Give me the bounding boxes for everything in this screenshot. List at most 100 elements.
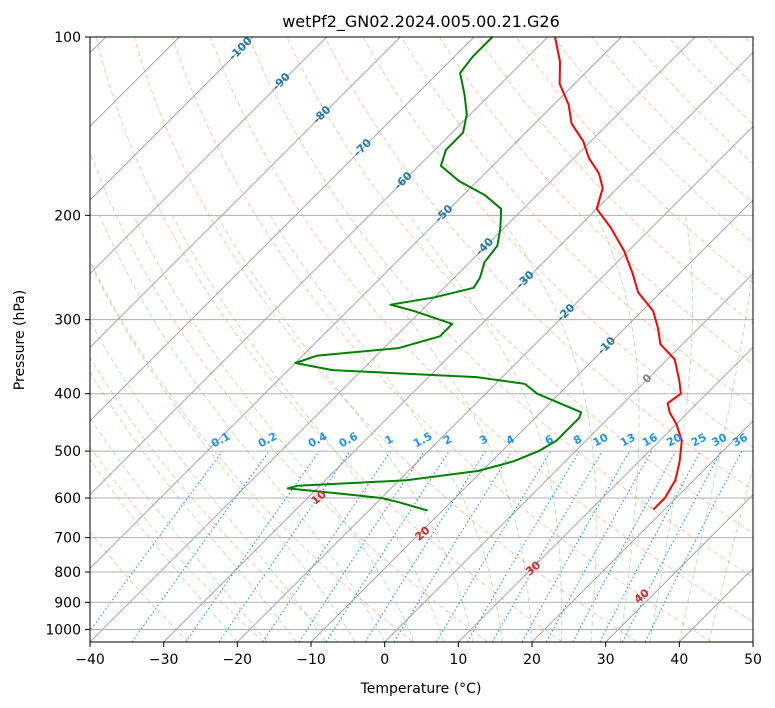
y-tick-label: 600: [54, 491, 81, 507]
mixing-ratio-line: [545, 450, 653, 642]
mixing-ratio-line: [218, 450, 351, 642]
isotherm-label: -30: [514, 268, 537, 291]
moist-adiabat: [708, 465, 753, 642]
moist-adiabat: [90, 458, 238, 642]
mixing-ratio-label: 20: [664, 431, 684, 450]
isotherm: [531, 420, 753, 642]
x-tick-label: 40: [670, 652, 688, 668]
y-axis-ticks: 100 200 300 400 500 600 700 800 900 1000: [45, 30, 90, 638]
isotherm: [752, 641, 753, 642]
dry-adiabat: [400, 37, 753, 407]
isotherm-label: -70: [351, 136, 374, 159]
moist-adiabat: [90, 320, 327, 642]
mixing-ratio-line: [393, 450, 513, 642]
isotherm-label: -40: [473, 235, 496, 258]
mixing-ratio-line: [325, 450, 450, 642]
background-lines: [90, 37, 753, 642]
isotherm: [310, 199, 753, 642]
isotherm: [90, 37, 475, 422]
mixing-ratio-line: [599, 450, 701, 642]
x-tick-label: −40: [75, 652, 105, 668]
isotherm-label: -80: [310, 103, 333, 126]
mixing-ratio-line: [131, 450, 270, 642]
dry-adiabat: [706, 37, 753, 86]
isotherm: [237, 125, 753, 642]
isotherm-label: 0: [640, 371, 655, 386]
isotherm: [458, 346, 753, 642]
isotherm-label: -10: [595, 334, 618, 357]
mixing-ratio-label: 1: [383, 432, 396, 447]
mixing-ratio-label: 1.5: [411, 430, 434, 451]
isotherm: [90, 37, 548, 496]
dry-adiabat: [90, 356, 339, 642]
moist-adiabat: [678, 264, 753, 642]
dry-adiabat: [133, 37, 638, 642]
isotherm: [90, 37, 401, 348]
dry-adiabat: [95, 37, 563, 642]
isotherm: [163, 52, 753, 642]
profile-series: [286, 37, 683, 512]
moist-adiabat: [90, 261, 356, 642]
x-tick-label: −10: [296, 652, 326, 668]
mixing-ratio-line: [644, 450, 743, 642]
x-tick-label: 50: [744, 652, 762, 668]
y-tick-label: 100: [54, 30, 81, 46]
y-tick-label: 700: [54, 531, 81, 547]
mixing-ratio-label: 2: [441, 432, 454, 447]
dry-adiabat-label: 20: [412, 523, 432, 543]
moist-adiabat: [332, 215, 533, 642]
dry-adiabat: [90, 259, 414, 642]
dry-adiabat: [744, 37, 753, 47]
isotherm-label: -60: [392, 169, 415, 192]
moist-adiabat: [498, 215, 597, 642]
y-axis-label: Pressure (hPa): [12, 290, 28, 390]
mixing-ratio-label: 10: [591, 431, 611, 450]
y-tick-label: 800: [54, 565, 81, 581]
dry-adiabat: [90, 531, 190, 642]
y-tick-label: 200: [54, 208, 81, 224]
isotherm: [90, 37, 622, 569]
isotherm: [90, 37, 254, 201]
moist-adiabat: [90, 370, 297, 642]
isotherm: [679, 567, 753, 642]
moist-adiabat: [90, 416, 268, 642]
dry-adiabat: [171, 37, 712, 642]
plot-frame: [89, 36, 754, 643]
y-tick-label: 500: [54, 444, 81, 460]
mixing-ratio-label: 6: [543, 432, 556, 447]
mixing-ratio-label: 0.6: [337, 430, 361, 451]
moist-adiabat: [269, 215, 503, 642]
x-tick-label: 0: [380, 652, 389, 668]
moist-adiabat: [649, 215, 694, 642]
dry-adiabat: [515, 37, 753, 284]
dry-adiabat: [248, 37, 753, 578]
y-tick-label: 900: [54, 595, 81, 611]
dry-adiabat: [324, 37, 753, 491]
moist-adiabat: [408, 215, 563, 642]
temperature-line: [554, 37, 683, 511]
dry-adiabat: [362, 37, 753, 449]
chart-title: wetPf2_GN02.2024.005.00.21.G26: [282, 12, 560, 32]
mixing-ratio-label: 36: [730, 431, 750, 450]
mixing-ratio-label: 4: [504, 432, 517, 447]
mixing-ratio-label: 0.4: [306, 430, 330, 451]
mixing-ratio-label: 30: [710, 431, 730, 450]
isotherm-label: -100: [226, 34, 255, 63]
moist-adiabat: [171, 215, 445, 642]
mixing-ratio-label: 0.1: [209, 430, 232, 451]
mixing-ratio-label: 0.2: [256, 430, 279, 451]
mixing-ratio-label: 25: [689, 431, 709, 450]
x-tick-label: −20: [223, 652, 253, 668]
mixing-ratio-label: 13: [618, 431, 638, 450]
moist-adiabat: [133, 215, 415, 642]
x-tick-label: 10: [449, 652, 467, 668]
mixing-ratio-line: [90, 450, 223, 632]
x-tick-label: 20: [523, 652, 541, 668]
mixing-ratio-line: [467, 450, 580, 642]
isotherm: [605, 494, 753, 642]
mixing-ratio-line: [521, 450, 630, 642]
mixing-ratio-line: [185, 450, 320, 642]
y-tick-label: 300: [54, 313, 81, 329]
x-tick-label: 30: [597, 652, 615, 668]
mixing-ratio-line: [298, 450, 425, 642]
